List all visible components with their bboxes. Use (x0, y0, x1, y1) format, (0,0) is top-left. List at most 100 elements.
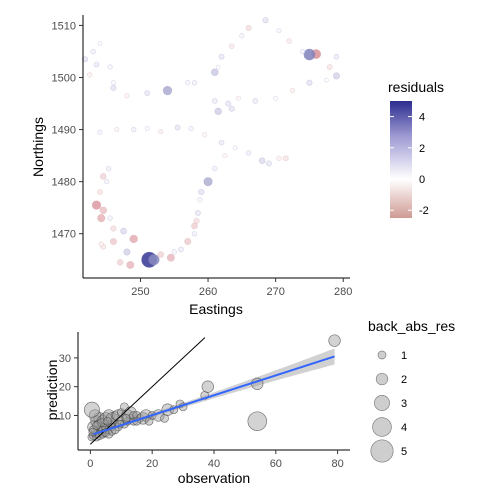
map-point (184, 238, 192, 246)
map-point (124, 93, 130, 99)
fit-point (103, 416, 112, 426)
map-point (107, 215, 113, 221)
colorbar-tick-label: -2 (419, 205, 429, 217)
size-legend-label: 3 (401, 398, 407, 410)
map-point (300, 48, 306, 55)
map-point (235, 95, 242, 101)
map-point (110, 225, 117, 232)
map-point (109, 238, 117, 246)
map-point (93, 61, 100, 68)
map-point (218, 53, 225, 60)
map-point (222, 153, 228, 159)
fit-point (121, 413, 131, 423)
map-point (303, 48, 316, 61)
fit-point (328, 334, 341, 347)
map-point (174, 124, 181, 131)
map-point (191, 231, 198, 237)
map-point (191, 80, 198, 86)
map-point (171, 249, 177, 255)
map-point (144, 90, 151, 97)
map-x-tick-label: 260 (199, 286, 217, 298)
map-point (214, 107, 222, 115)
map-point (91, 200, 102, 210)
map-point (306, 79, 313, 86)
map-point (198, 189, 205, 196)
fit-x-tick-label: 0 (87, 458, 93, 470)
map-point (276, 28, 282, 34)
colorbar (390, 101, 412, 218)
map-point (188, 125, 194, 132)
map-y-tick-label: 1480 (52, 177, 76, 189)
map-point (100, 173, 107, 180)
map-point (225, 100, 232, 107)
fit-point (247, 411, 268, 431)
map-point (239, 33, 245, 39)
map-point (262, 17, 269, 24)
fit-x-tick-label: 20 (146, 458, 158, 470)
map-point (97, 129, 103, 135)
map-y-tick-label: 1490 (52, 125, 76, 137)
map-point (90, 48, 96, 55)
map-point (96, 189, 103, 195)
map-point (148, 254, 160, 266)
map-point (129, 234, 138, 244)
map-point (203, 177, 213, 187)
size-legend: 1 2 3 4 5 (370, 350, 407, 463)
map-x-axis-title: Eastings (189, 301, 243, 317)
map-point (107, 64, 113, 70)
map-point (178, 246, 184, 253)
size-legend-key (372, 417, 392, 437)
fit-line (93, 355, 335, 436)
map-point (158, 128, 164, 135)
map-point (193, 217, 200, 224)
map-point (195, 210, 201, 216)
map-point (144, 126, 150, 131)
colorbar-tick-label: 2 (419, 143, 425, 155)
map-point (97, 214, 106, 223)
fit-x-tick-label: 60 (270, 458, 282, 470)
map-point (276, 155, 282, 161)
map-point (273, 96, 278, 101)
map-point (218, 139, 225, 146)
colorbar-tick-label: 4 (419, 112, 425, 124)
fit-x-axis-title: observation (178, 470, 250, 486)
size-legend-key (374, 395, 390, 411)
map-point (87, 72, 93, 78)
size-legend-key (370, 439, 394, 463)
map-panel: 250 260 270 280 1470 1480 1490 1500 1510 Eastin… (30, 15, 444, 317)
map-point (228, 105, 235, 112)
map-point (106, 165, 112, 172)
size-legend-key (377, 350, 387, 360)
fit-point (92, 421, 101, 430)
fit-x-tick-label: 80 (332, 458, 344, 470)
map-point (252, 98, 259, 104)
fit-y-tick-label: 10 (59, 410, 71, 422)
map-point (197, 197, 203, 203)
map-y-tick-label: 1470 (52, 229, 76, 241)
map-x-tick-label: 270 (266, 286, 284, 298)
map-point (212, 98, 218, 104)
size-legend-label: 1 (401, 350, 407, 362)
fit-y-tick-label: 30 (59, 353, 71, 365)
map-y-ticks: 1470 1480 1490 1500 1510 (52, 20, 83, 241)
fit-lines (90, 337, 335, 445)
identity-line (90, 337, 206, 445)
map-point (110, 80, 116, 86)
map-y-tick-label: 1510 (52, 20, 76, 32)
fit-point (83, 401, 100, 418)
size-legend-label: 2 (401, 374, 407, 386)
size-legend-title: back_abs_res (368, 318, 455, 334)
map-point (110, 84, 117, 91)
map-point (332, 72, 340, 80)
map-point (185, 80, 191, 86)
colorbar-tick-label: 0 (419, 174, 425, 186)
map-point (157, 251, 164, 258)
size-legend-label: 4 (401, 422, 407, 434)
map-points (82, 17, 340, 269)
map-point (202, 132, 208, 138)
map-point (232, 145, 238, 151)
fit-y-tick-label: 20 (59, 382, 71, 394)
map-point (131, 126, 137, 133)
